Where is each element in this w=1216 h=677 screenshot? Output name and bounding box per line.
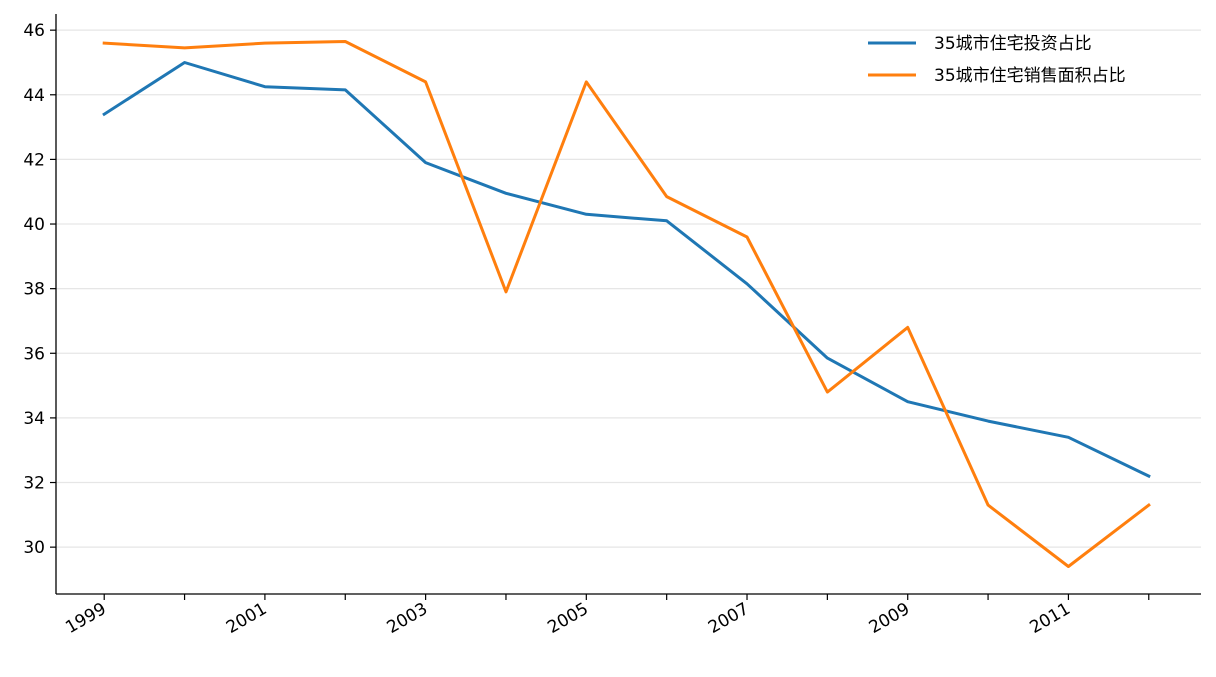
x-tick-label: 2007 (705, 599, 752, 638)
y-tick-label: 40 (23, 215, 45, 235)
y-tick-label: 46 (23, 21, 45, 41)
series-line-sales-area (102, 40, 1151, 568)
x-tick-label: 2005 (544, 599, 591, 638)
legend: 35城市住宅投资占比 35城市住宅销售面积占比 (868, 34, 1126, 86)
axes (55, 14, 1201, 595)
series-lines (102, 40, 1151, 568)
y-ticks: 30 32 34 36 38 40 42 44 46 (23, 21, 56, 558)
x-tick-label: 1999 (62, 599, 109, 638)
y-tick-label: 30 (23, 538, 45, 558)
y-tick-label: 42 (23, 150, 45, 170)
grid-lines (56, 29, 1201, 548)
y-tick-label: 38 (23, 280, 45, 300)
y-tick-label: 34 (23, 409, 45, 429)
x-tick-label: 2003 (384, 599, 431, 638)
legend-label-sales-area: 35城市住宅销售面积占比 (934, 66, 1126, 86)
y-tick-label: 36 (23, 344, 45, 364)
x-tick-label: 2001 (223, 599, 270, 638)
y-tick-label: 32 (23, 474, 45, 494)
x-tick-label: 2009 (866, 599, 913, 638)
legend-label-investment: 35城市住宅投资占比 (934, 34, 1092, 54)
x-ticks: 1999 2001 2003 2005 2007 2009 2011 (62, 594, 1150, 638)
y-tick-label: 44 (23, 86, 45, 106)
series-line-investment (102, 61, 1151, 479)
x-tick-label: 2011 (1026, 599, 1073, 638)
